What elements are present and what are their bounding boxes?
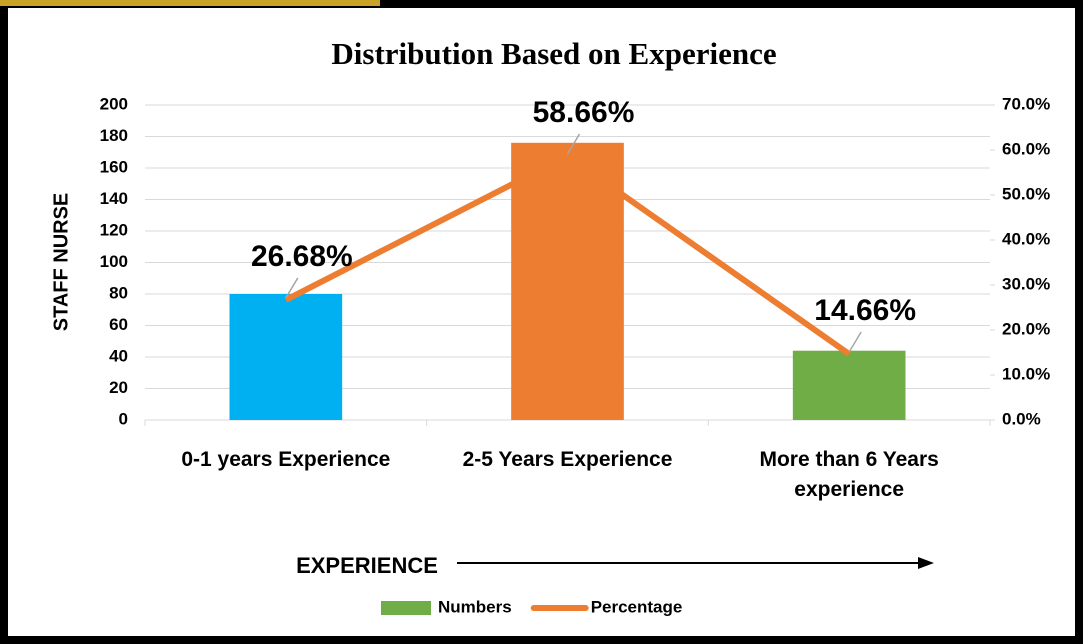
leader-line (566, 133, 581, 155)
y2-tick-label: 20.0% (1002, 319, 1050, 338)
bar (792, 350, 906, 420)
y2-tick-label: 30.0% (1002, 274, 1050, 293)
data-label: 14.66% (814, 294, 916, 327)
y2-tick-label: 50.0% (1002, 184, 1050, 203)
x-tick-label: More than 6 Years experience (759, 448, 938, 501)
y2-tick-label: 40.0% (1002, 229, 1050, 248)
bar (511, 142, 624, 421)
x-axis-arrowhead (918, 557, 934, 569)
y-axis-title: STAFF NURSE (50, 193, 72, 332)
leader-line (848, 331, 862, 353)
bar (229, 294, 343, 420)
y-tick-label: 20 (109, 378, 128, 397)
legend-label: Percentage (591, 597, 683, 616)
y2-tick-label: 10.0% (1002, 364, 1050, 383)
x-tick-label: 2-5 Years Experience (463, 448, 673, 471)
frame-strip (0, 0, 380, 6)
y2-tick-label: 70.0% (1002, 94, 1050, 113)
y2-tick-label: 60.0% (1002, 139, 1050, 158)
y-tick-label: 80 (109, 283, 128, 302)
x-axis-title: EXPERIENCE (296, 553, 438, 578)
legend-swatch (381, 601, 431, 615)
y-tick-label: 160 (100, 157, 128, 176)
data-label: 26.68% (251, 240, 353, 273)
y-tick-label: 40 (109, 346, 128, 365)
y-tick-label: 60 (109, 315, 128, 334)
y-tick-label: 180 (100, 126, 128, 145)
y2-tick-label: 0.0% (1002, 409, 1041, 428)
y-tick-label: 0 (119, 409, 128, 428)
line (284, 153, 851, 357)
y-tick-label: 140 (100, 189, 128, 208)
data-label: 58.66% (533, 96, 635, 129)
y-tick-label: 100 (100, 252, 128, 271)
x-tick-label: 0-1 years Experience (181, 448, 390, 471)
leader-line (285, 277, 299, 299)
legend-label: Numbers (438, 597, 512, 616)
y-tick-label: 200 (100, 94, 128, 113)
chart-title: Distribution Based on Experience (331, 36, 776, 71)
y-tick-label: 120 (100, 220, 128, 239)
